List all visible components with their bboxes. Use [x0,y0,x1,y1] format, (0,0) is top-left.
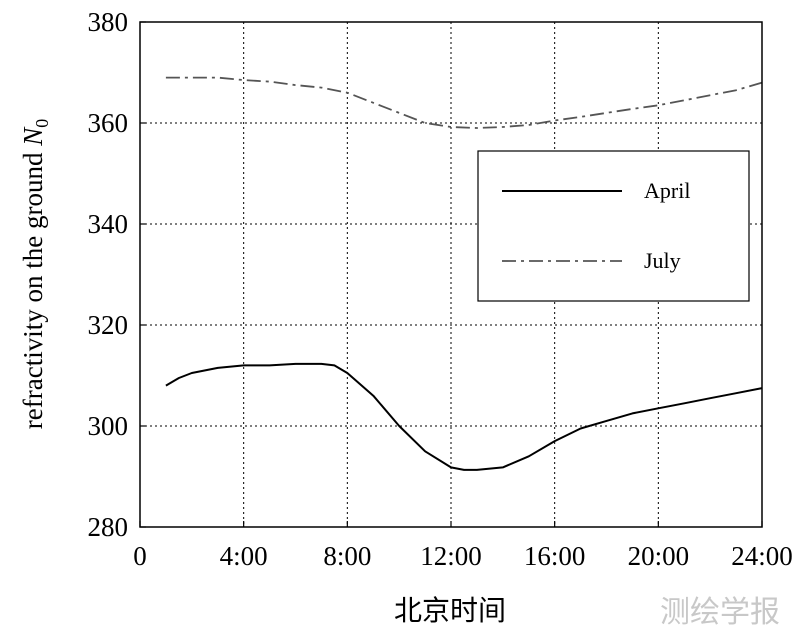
y-axis-title-subscript: 0 [32,119,52,128]
x-tick-labels: 0 4:00 8:00 12:00 16:00 20:00 24:00 [133,521,793,571]
x-tick-label: 8:00 [323,541,371,571]
y-tick-label: 300 [88,411,129,441]
x-tick-label: 4:00 [220,541,268,571]
y-tick-label: 380 [88,7,129,37]
watermark: 测绘学报 [660,595,780,630]
y-axis-title: refractivity on the ground N0 [18,119,52,429]
legend-label-april: April [644,178,690,203]
legend-label-july: July [644,248,681,273]
series-line-july [165,76,763,129]
y-tick-label: 280 [88,512,129,542]
y-tick-label: 340 [88,209,129,239]
legend-box [477,150,750,302]
x-tick-label: 16:00 [524,541,586,571]
y-tick-label: 360 [88,108,129,138]
y-axis-title-symbol: N [18,126,48,147]
grid-lines [140,22,762,527]
y-tick-label: 320 [88,310,129,340]
y-axis-title-text: refractivity on the ground [18,146,48,429]
x-tick-label: 24:00 [731,541,793,571]
series-lines [165,76,763,471]
x-axis-title: 北京时间 [394,594,506,627]
legend: April July [477,150,750,302]
x-tick-label: 20:00 [628,541,690,571]
series-line-april [165,362,763,471]
y-tick-labels: 280 300 320 340 360 380 [88,7,146,542]
x-tick-label: 12:00 [420,541,482,571]
x-tick-label: 0 [133,541,147,571]
